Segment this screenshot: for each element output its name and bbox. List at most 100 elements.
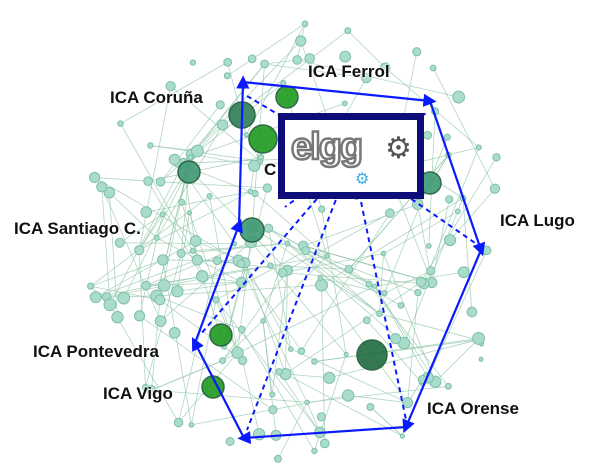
network-edge — [160, 104, 221, 183]
network-node — [215, 100, 225, 110]
network-node — [257, 153, 265, 161]
network-node — [273, 454, 282, 463]
network-node — [379, 62, 391, 74]
network-edge — [423, 147, 480, 284]
network-edge — [227, 23, 306, 77]
network-node — [361, 72, 372, 84]
network-node — [165, 81, 176, 92]
network-node — [223, 72, 231, 80]
network-node — [140, 206, 152, 218]
label-ica-pontevedra: ICA Pontevedra — [33, 342, 159, 361]
network-node — [147, 142, 154, 149]
network-node — [397, 302, 405, 309]
network-node — [343, 351, 349, 357]
network-edge — [282, 253, 384, 274]
network-edge — [282, 212, 391, 273]
network-node — [247, 54, 257, 64]
network-edge — [264, 63, 367, 79]
network-edge — [215, 250, 307, 301]
network-node — [187, 154, 194, 161]
network-edge — [262, 320, 277, 436]
network-node — [380, 250, 387, 257]
network-node — [339, 50, 352, 63]
network-node — [444, 382, 452, 390]
hub-link — [351, 157, 479, 246]
route-edge — [242, 80, 437, 107]
network-edge — [285, 373, 403, 437]
network-node — [318, 205, 326, 213]
label-ica-santiago: ICA Santiago C. — [14, 219, 141, 238]
network-edge — [384, 270, 432, 294]
network-node — [341, 100, 348, 107]
hub-node — [209, 323, 233, 347]
network-node — [412, 47, 422, 57]
network-node — [445, 195, 454, 204]
network-node — [212, 296, 220, 304]
network-node — [103, 298, 117, 312]
route-edge — [193, 218, 243, 344]
network-node — [362, 316, 371, 325]
network-node — [189, 59, 197, 66]
network-node — [292, 55, 302, 65]
network-edge — [379, 253, 384, 314]
network-edge — [262, 243, 288, 322]
network-node — [248, 159, 261, 172]
network-node — [311, 447, 318, 455]
network-node — [231, 346, 244, 360]
hub-link — [246, 157, 353, 431]
small-gear-icon: ⚙ — [355, 171, 370, 188]
network-edge — [94, 177, 239, 262]
network-node — [236, 259, 246, 269]
hub-node — [177, 160, 201, 184]
network-node — [323, 371, 336, 384]
network-node — [178, 198, 186, 206]
network-edge — [366, 320, 423, 384]
network-node — [146, 385, 157, 396]
network-edge — [138, 214, 163, 251]
network-edge — [242, 360, 260, 435]
network-edge — [138, 86, 172, 251]
network-node — [319, 438, 330, 449]
network-node — [206, 192, 213, 199]
network-node — [466, 306, 478, 318]
label-ica-ferrol: ICA Ferrol — [308, 62, 390, 81]
network-node — [216, 119, 229, 131]
network-node — [287, 346, 294, 352]
network-edge — [285, 270, 288, 375]
network-node — [457, 266, 470, 279]
network-edge — [146, 191, 251, 213]
network-edge — [268, 227, 385, 294]
network-edge — [245, 23, 306, 136]
network-node — [365, 280, 373, 288]
network-edge — [254, 193, 328, 257]
network-node — [154, 294, 166, 306]
network-edge — [321, 209, 347, 355]
network-edge — [420, 157, 497, 283]
network-edge — [435, 339, 478, 383]
network-node — [191, 144, 204, 158]
network-node — [311, 358, 318, 365]
network-node — [372, 283, 378, 289]
network-node — [478, 356, 484, 362]
network-edge — [170, 85, 261, 162]
network-node — [344, 27, 352, 35]
network-node — [297, 347, 306, 355]
network-edge — [151, 299, 161, 391]
network-edge — [282, 272, 424, 285]
network-node — [269, 391, 276, 398]
network-node — [341, 389, 355, 402]
network-edge — [222, 285, 375, 361]
network-edge — [252, 226, 380, 315]
network-edge — [374, 286, 429, 378]
label-ica-orense: ICA Orense — [427, 399, 519, 418]
network-edge — [151, 360, 223, 391]
network-node — [134, 244, 145, 256]
network-node — [176, 248, 186, 258]
network-node — [117, 291, 131, 305]
network-edge — [190, 299, 217, 425]
network-node — [89, 171, 101, 184]
network-node — [171, 285, 184, 298]
network-node — [260, 318, 266, 324]
